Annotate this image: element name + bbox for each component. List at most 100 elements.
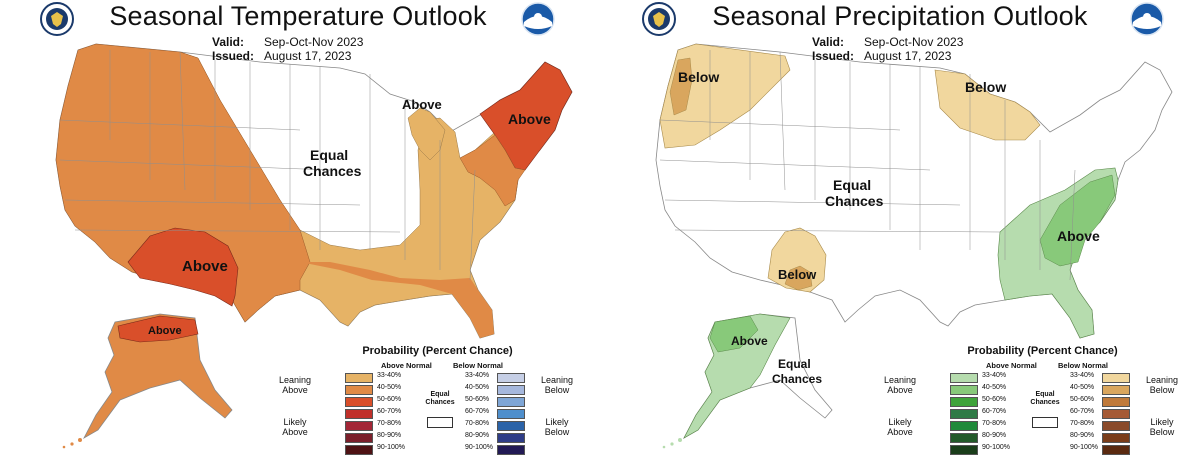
legend-below-swatch [1102, 445, 1130, 455]
legend-below-swatch [1102, 433, 1130, 443]
northwest-below-33-40 [659, 43, 791, 149]
temperature-outlook-panel: Above Equal Chances Above Above Above Se… [40, 1, 574, 455]
temperature-valid-block: Valid: Sep-Oct-Nov 2023 Issued: August 17,… [212, 35, 363, 63]
state-borders [59, 50, 476, 281]
legend-below-swatch [497, 433, 525, 443]
precipitation-legend: Probability (Percent Chance) Above Norma… [884, 345, 1178, 463]
legend-below-swatch [497, 421, 525, 431]
legend-below-percent: 80-90% [1070, 432, 1095, 439]
legend-title: Probability (Percent Chance) [362, 345, 513, 357]
noaa-logo-icon [1130, 2, 1164, 36]
legend-likely-above: Likely Above [887, 417, 913, 437]
northeast-above-40-50 [459, 134, 526, 207]
alaska-above-50-60 [117, 315, 199, 343]
legend-below-swatch [497, 397, 525, 407]
legend-above-swatch [950, 421, 978, 431]
legend-leaning-above: Leaning Above [278, 375, 312, 395]
legend-above-percent: 70-80% [377, 420, 402, 427]
precipitation-valid-block: Valid: Sep-Oct-Nov 2023 Issued: August 17,… [812, 35, 963, 63]
noaa-logo-icon [521, 2, 555, 36]
precip-label-below-nw: Below [678, 69, 719, 85]
legend-below-swatch [497, 373, 525, 383]
legend-above-percent: 33-40% [982, 372, 1007, 379]
legend-above-swatch [950, 445, 978, 455]
commerce-seal-icon [40, 2, 74, 36]
legend-above-percent: 60-70% [377, 408, 402, 415]
southeast-above-40-50 [1039, 174, 1116, 267]
temp-label-above-ak: Above [148, 325, 182, 337]
legend-above-swatch [345, 397, 373, 407]
precip-label-equal-ak-1: Equal [778, 357, 811, 371]
legend-equal-chances: Equal Chances [425, 391, 455, 406]
legend-below-percent: 33-40% [1070, 372, 1095, 379]
legend-below-percent: 70-80% [465, 420, 490, 427]
issued-value: August 17, 2023 [864, 49, 952, 63]
temperature-title: Seasonal Temperature Outlook [109, 1, 487, 31]
legend-above-swatch [345, 409, 373, 419]
legend-above-percent: 90-100% [377, 444, 406, 451]
legend-above-percent: 80-90% [982, 432, 1007, 439]
legend-above-swatch [950, 409, 978, 419]
legend-below-swatch [1102, 409, 1130, 419]
legend-likely-below: Likely Below [544, 417, 570, 437]
legend-title: Probability (Percent Chance) [967, 345, 1118, 357]
legend-below-head: Below Normal [453, 361, 504, 370]
precipitation-outlook-panel: Below Below Equal Chances Below Above Ab… [600, 0, 1200, 465]
legend-below-percent: 33-40% [465, 372, 490, 379]
legend-above-percent: 90-100% [982, 444, 1011, 451]
legend-above-swatch [950, 433, 978, 443]
precipitation-title: Seasonal Precipitation Outlook [712, 1, 1088, 31]
gulf-above-40-50 [300, 262, 494, 338]
precip-label-equal-1: Equal [833, 177, 871, 193]
legend-above-head: Above Normal [986, 361, 1037, 370]
legend-leaning-below: Leaning Below [540, 375, 574, 395]
temp-label-equal-1: Equal [310, 147, 348, 163]
legend-above-swatch [345, 421, 373, 431]
legend-below-swatch [497, 385, 525, 395]
legend-above-percent: 70-80% [982, 420, 1007, 427]
legend-above-swatch [950, 373, 978, 383]
legend-above-percent: 40-50% [982, 384, 1007, 391]
precip-label-above-se: Above [1057, 228, 1100, 244]
legend-above-swatch [950, 385, 978, 395]
legend-below-swatch [1102, 385, 1130, 395]
legend-below-swatch [1102, 397, 1130, 407]
southwest-above-50-60 [127, 227, 239, 307]
west-above-40-50 [55, 43, 311, 323]
northwest-below-40-50 [669, 57, 693, 116]
legend-below-percent: 80-90% [465, 432, 490, 439]
state-borders [659, 50, 1076, 281]
legend-above-percent: 40-50% [377, 384, 402, 391]
issued-label: Issued: [812, 49, 855, 63]
precip-label-below-lakes: Below [965, 79, 1006, 95]
legend-below-percent: 90-100% [1070, 444, 1099, 451]
legend-above-swatch [345, 445, 373, 455]
southwest-below-40-50 [784, 265, 813, 291]
legend-below-swatch [1102, 373, 1130, 383]
alaska-above-33-40 [683, 313, 791, 439]
legend-above-swatch [345, 385, 373, 395]
legend-leaning-below: Leaning Below [1145, 375, 1179, 395]
valid-value: Sep-Oct-Nov 2023 [864, 35, 964, 49]
legend-above-swatch [345, 433, 373, 443]
legend-below-percent: 60-70% [465, 408, 490, 415]
legend-equal-chances: Equal Chances [1030, 391, 1060, 406]
legend-below-percent: 70-80% [1070, 420, 1095, 427]
legend-likely-above: Likely Above [282, 417, 308, 437]
alaska-above-40-50 [83, 313, 233, 440]
precip-label-equal-ak-2: Chances [772, 372, 822, 386]
valid-label: Valid: [212, 35, 245, 49]
legend-above-swatch [950, 397, 978, 407]
legend-below-head: Below Normal [1058, 361, 1109, 370]
temp-label-above-ne: Above [508, 111, 551, 127]
legend-below-swatch [497, 445, 525, 455]
issued-label: Issued: [212, 49, 255, 63]
legend-above-percent: 60-70% [982, 408, 1007, 415]
legend-below-percent: 90-100% [465, 444, 494, 451]
commerce-seal-icon [642, 2, 676, 36]
precip-label-equal-2: Chances [825, 193, 884, 209]
valid-value: Sep-Oct-Nov 2023 [264, 35, 364, 49]
valid-label: Valid: [812, 35, 845, 49]
legend-equal-swatch [1032, 417, 1058, 428]
legend-above-head: Above Normal [381, 361, 432, 370]
